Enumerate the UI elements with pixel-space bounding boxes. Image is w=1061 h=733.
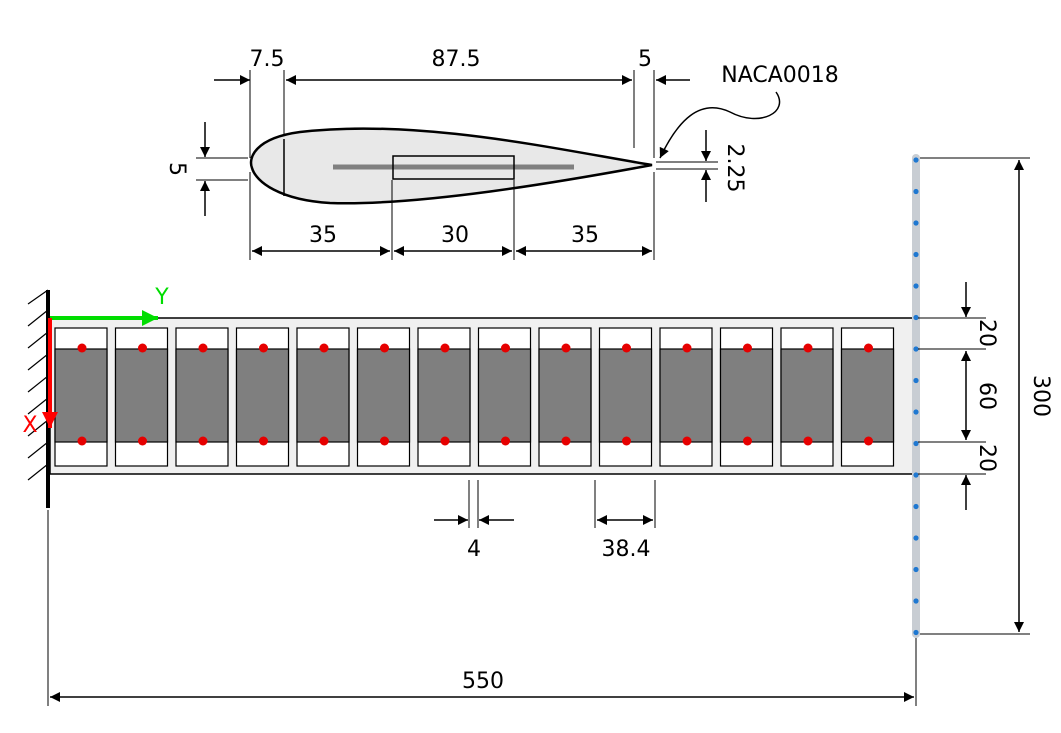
panel-core [840, 348, 895, 443]
edge-node [913, 629, 919, 636]
panel-core [296, 348, 350, 443]
dim-label-length: 550 [462, 669, 504, 694]
panel-node [501, 436, 510, 446]
edge-node [913, 535, 919, 541]
edge-node [913, 314, 919, 321]
panel-node [138, 436, 147, 446]
panel-node [682, 343, 692, 353]
dim-label-gap-panels: 4 [467, 537, 481, 562]
airfoil-name-leader [659, 91, 781, 159]
panel-core [719, 348, 774, 443]
panel-node [743, 343, 752, 353]
panel-core [780, 348, 834, 443]
edge-node [913, 566, 919, 573]
dim-label-front: 35 [309, 223, 337, 248]
panel-node [77, 343, 87, 353]
pitch-extension-lines [594, 480, 656, 528]
dim-label-thickness: 5 [164, 162, 189, 176]
panel-node [501, 343, 510, 353]
dim-label-top-strip: 20 [974, 319, 999, 347]
edge-node [913, 472, 919, 478]
edge-node [913, 440, 919, 447]
panel-core [477, 348, 532, 443]
airfoil-top-extension-lines [249, 70, 655, 158]
fixed-wall [27, 289, 50, 508]
edge-node [913, 157, 919, 163]
panel-node [77, 436, 87, 446]
edge-node [913, 598, 919, 604]
y-axis-label: Y [154, 285, 169, 310]
length-extension-lines [47, 510, 917, 706]
airfoil-bottom-extension-lines [249, 172, 655, 260]
dim-label-gap: 2.25 [722, 144, 747, 193]
panel-node [864, 343, 873, 353]
dim-label-leading: 7.5 [250, 47, 285, 72]
panel-node [440, 436, 450, 446]
panel-node [622, 436, 631, 446]
panel-node [803, 343, 813, 353]
panel-node [561, 343, 571, 353]
edge-node [913, 283, 919, 289]
dim-label-main: 87.5 [432, 47, 481, 72]
panel-node [864, 436, 873, 446]
edge-node [913, 503, 919, 510]
panel-node [319, 436, 329, 446]
panel-node [198, 436, 208, 446]
panel-node [743, 436, 752, 446]
panel-node [440, 343, 450, 353]
panel-node [259, 343, 268, 353]
dim-label-rear: 35 [571, 223, 599, 248]
dim-label-trailing: 5 [638, 47, 652, 72]
dim-label-core: 60 [974, 382, 999, 410]
gap-extension-lines [468, 480, 479, 528]
panel-node [561, 436, 571, 446]
panel-node [380, 436, 389, 446]
airfoil-gap-extension [656, 161, 718, 170]
beam: Y X 20 60 20 300 4 [22, 154, 1053, 706]
edge-node [913, 220, 919, 226]
airfoil-thickness-extension [196, 157, 248, 181]
height-extension-lines [920, 157, 1030, 635]
dim-label-bottom-strip: 20 [974, 444, 999, 472]
strip-extension-lines [918, 317, 986, 475]
panel-node [803, 436, 813, 446]
panel-node [198, 343, 208, 353]
edge-node [913, 251, 919, 258]
panel-core [54, 348, 108, 443]
panel-node [138, 343, 147, 353]
panel-core [114, 348, 169, 443]
edge-nodes [913, 157, 919, 636]
dim-label-middle: 30 [441, 223, 469, 248]
panel-core [598, 348, 653, 443]
panel-node [682, 436, 692, 446]
panel-core [417, 348, 471, 443]
airfoil-spar-box [392, 155, 515, 180]
airfoil-section: 7.5 87.5 5 NACA0018 5 2.25 [164, 47, 839, 260]
panel-node [259, 436, 268, 446]
panel-core [235, 348, 290, 443]
airfoil-name-label: NACA0018 [721, 63, 839, 88]
panel-core [538, 348, 592, 443]
dim-label-pitch: 38.4 [602, 537, 651, 562]
panel-node [319, 343, 329, 353]
edge-node [913, 188, 919, 195]
panel-core [175, 348, 229, 443]
beam-panels [54, 327, 895, 467]
edge-node [913, 409, 919, 415]
dim-label-total-height: 300 [1028, 375, 1053, 417]
edge-node [913, 377, 919, 384]
panel-node [380, 343, 389, 353]
edge-node [913, 346, 919, 352]
panel-core [356, 348, 411, 443]
x-axis-label: X [22, 413, 37, 438]
panel-node [622, 343, 631, 353]
panel-core [659, 348, 713, 443]
